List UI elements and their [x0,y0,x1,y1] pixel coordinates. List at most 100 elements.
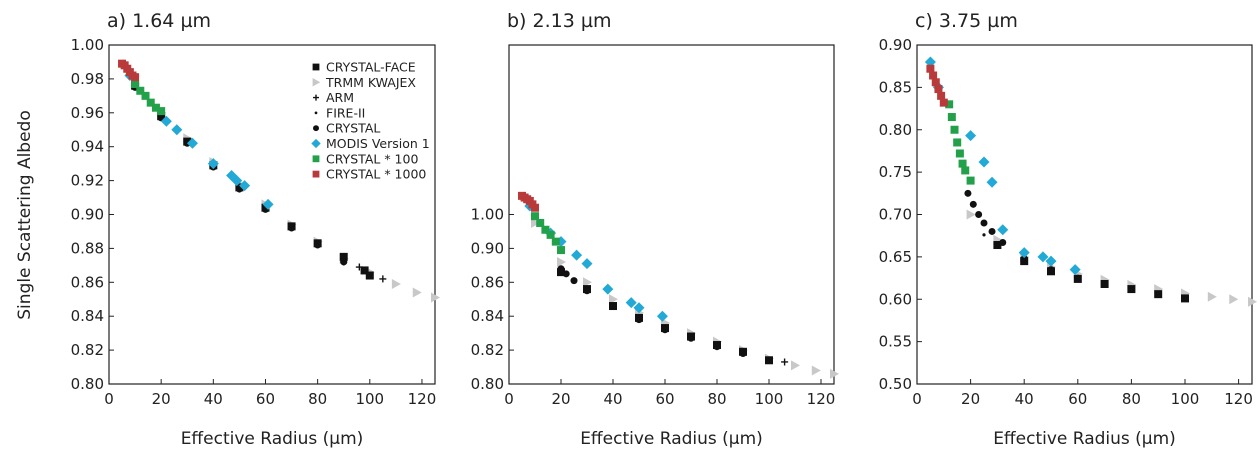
legend-marker-modis-version-1 [311,138,321,149]
y-tick-label: 0.88 [71,239,104,257]
y-tick-label: 0.90 [71,206,104,224]
y-tick-label: 0.80 [71,375,104,393]
x-axis-label: Effective Radius (µm) [580,429,763,449]
point-modis-version-1 [924,56,936,68]
point-modis-version-1 [171,124,183,136]
legend-marker-trmm-kwajex [312,78,321,87]
point-trmm-kwajex [531,217,540,228]
point-modis-version-1 [239,180,251,192]
point-modis-version-1 [1069,264,1081,276]
y-tick-label: 0.98 [71,70,104,88]
point-trmm-kwajex [1248,296,1257,307]
legend-marker-crystal-100 [312,155,320,163]
y-tick-label: 0.70 [879,206,912,224]
y-tick-label: 1.00 [71,36,104,54]
x-tick-label: 120 [1224,390,1253,408]
y-tick-label: 0.82 [71,341,104,359]
legend-entry-fire-ii: FIRE-II [314,105,365,120]
point-trmm-kwajex [830,368,839,379]
point-crystal-1000 [934,85,943,94]
x-axis-label: Effective Radius (µm) [993,429,1176,449]
panel-title: a) 1.64 µm [107,10,211,32]
point-arm [355,263,363,271]
point-modis-version-1 [160,115,172,127]
x-tick-label: 20 [961,390,980,408]
point-crystal-100 [961,166,970,175]
y-tick-label: 0.84 [471,307,504,325]
y-tick-label: 0.94 [71,138,104,156]
x-tick-label: 40 [204,390,223,408]
legend-label: FIRE-II [326,105,365,120]
point-crystal [739,349,747,357]
point-crystal-100 [546,230,555,239]
x-tick-label: 20 [551,390,570,408]
y-tick-label: 0.96 [71,104,104,122]
legend-entry-crystal-1000: CRYSTAL * 1000 [312,167,426,182]
point-modis-version-1 [625,297,637,309]
point-crystal [1101,280,1109,288]
point-crystal [635,316,643,324]
legend-entry-crystal-face: CRYSTAL-FACE [312,60,416,75]
x-tick-label: 80 [707,390,726,408]
point-crystal-100 [141,91,150,100]
point-trmm-kwajex [1229,294,1239,305]
y-tick-label: 0.84 [71,307,104,325]
series-crystal-100 [531,212,565,255]
point-crystal [980,219,988,227]
point-crystal-face [365,271,374,280]
x-tick-label: 100 [355,390,384,408]
point-modis-version-1 [231,175,243,187]
legend-label: MODIS Version 1 [326,136,430,151]
plot-area [108,44,436,385]
panel-title: b) 2.13 µm [507,10,611,32]
point-crystal-1000 [531,203,539,212]
x-tick-label: 40 [603,390,622,408]
point-arm [1181,294,1189,302]
point-arm [379,275,387,283]
y-tick-label: 0.90 [879,36,912,54]
legend-marker-arm [313,94,319,101]
legend-entry-modis-version-1: MODIS Version 1 [311,136,430,151]
point-modis-version-1 [633,302,645,314]
point-modis-version-1 [986,176,998,188]
panel-b: b) 2.13 µm 0 20 40 60 80 100 120 0.80 0.82 0.84 0.8… [471,10,839,449]
point-crystal-100 [557,246,565,255]
x-tick-label: 0 [504,390,514,408]
point-crystal-100 [531,212,539,221]
series-crystal-1000 [518,191,539,212]
x-tick-label: 80 [1122,390,1141,408]
point-crystal [1127,285,1135,293]
y-tick-label: 0.50 [879,375,912,393]
point-modis-version-1 [997,224,1009,236]
point-crystal-100 [146,98,155,107]
point-crystal-100 [157,107,166,116]
point-crystal [1074,274,1082,282]
series-crystal-100 [945,100,975,185]
point-crystal-1000 [939,98,948,107]
point-crystal-1000 [131,73,140,82]
y-tick-label: 0.86 [471,273,504,291]
panel-c: c) 3.75 µm 0 20 40 60 80 100 120 0.50 0.55 0.60 0.6… [879,10,1257,449]
point-crystal-100 [536,218,545,227]
point-modis-version-1 [207,158,219,170]
y-tick-label: 0.60 [879,290,912,308]
y-tick-label: 0.80 [471,375,504,393]
point-modis-version-1 [581,258,593,270]
point-arm [781,358,789,366]
point-crystal-1000 [931,78,940,87]
x-tick-label: 60 [655,390,674,408]
legend-label: CRYSTAL [326,121,380,136]
point-modis-version-1 [186,137,198,149]
legend-label: TRMM KWAJEX [325,75,416,90]
point-modis-version-1 [1037,251,1049,263]
series-crystal-1000 [118,59,140,82]
point-crystal-1000 [937,91,946,100]
point-crystal [570,277,578,285]
x-tick-label: 120 [807,390,836,408]
point-crystal-100 [950,125,959,134]
panel-a: a) 1.64 µm 0 20 40 60 80 100 120 0.80 0.82 0.84 0.8… [71,10,440,449]
series-crystal-1000 [926,64,948,107]
legend-marker-fire-ii [314,111,318,115]
point-trmm-kwajex [811,365,821,376]
